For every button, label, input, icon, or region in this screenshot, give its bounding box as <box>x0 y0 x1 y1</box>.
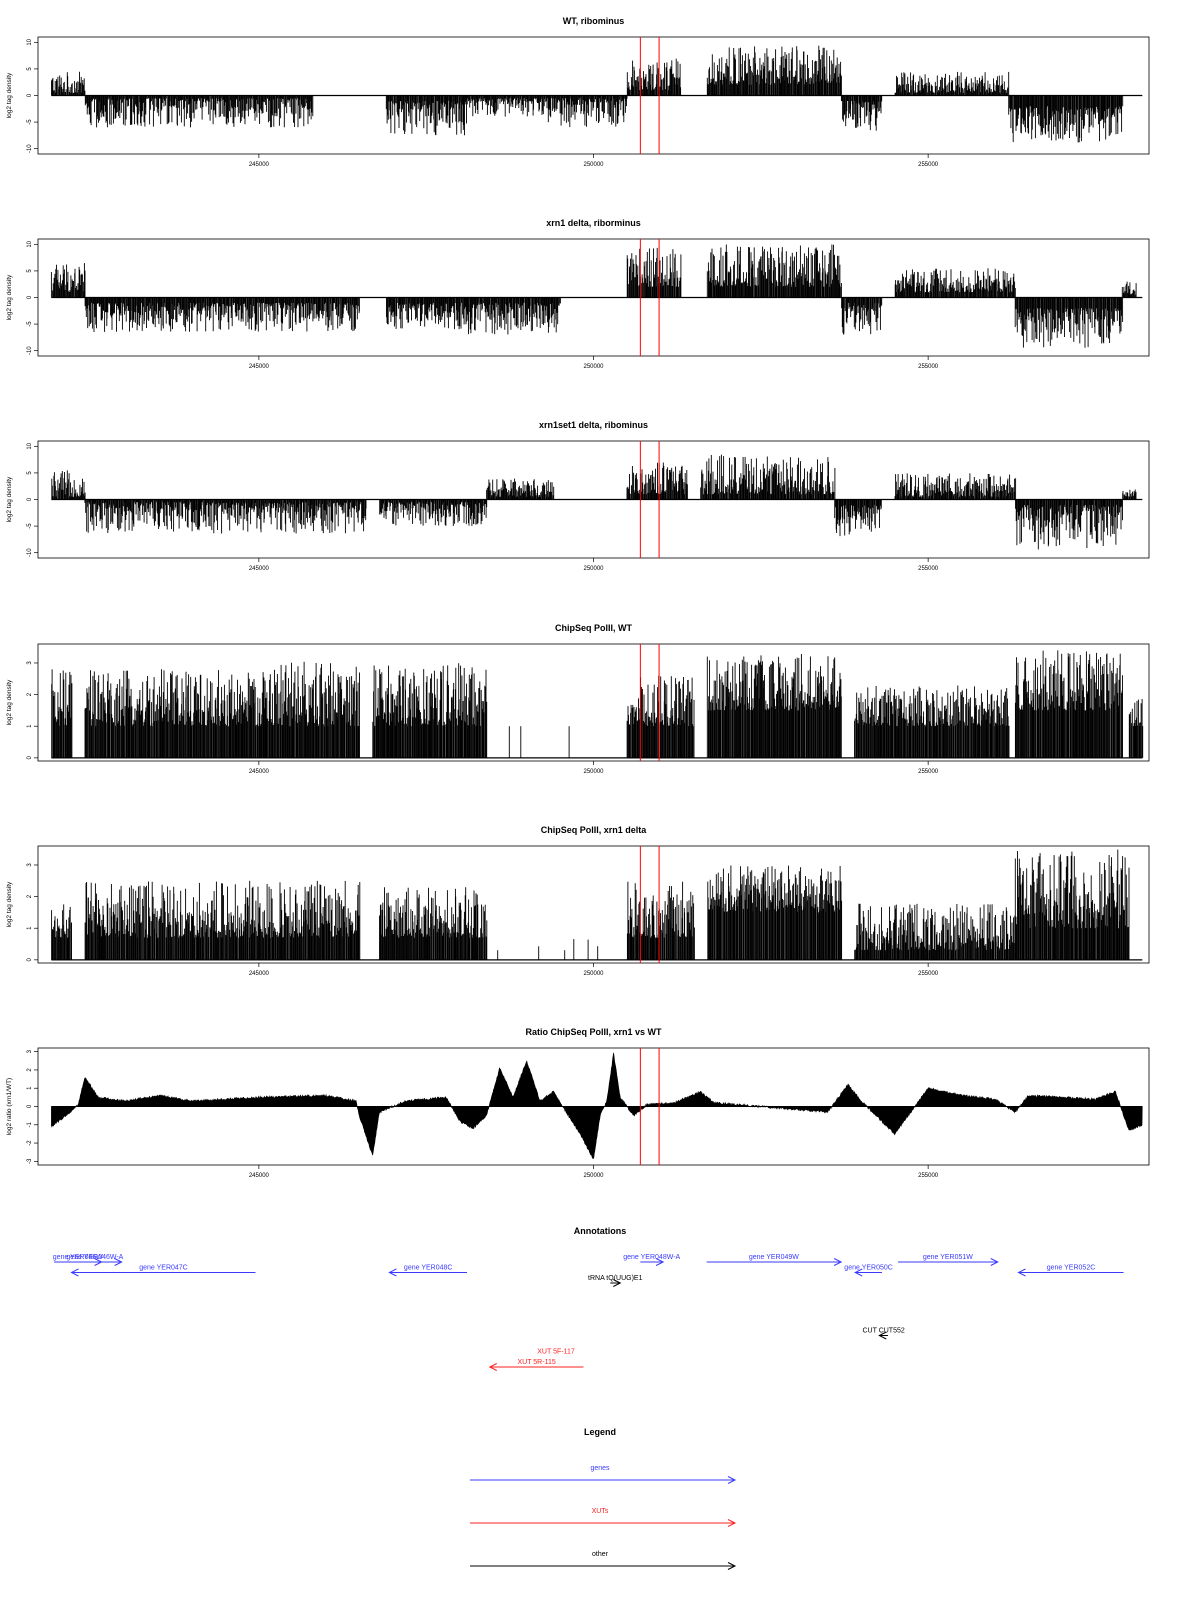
signal-bars <box>52 46 1123 143</box>
y-tick-label: 0 <box>27 756 33 760</box>
x-tick-label: 255000 <box>918 769 939 775</box>
signal-bars <box>52 455 1136 550</box>
y-tick-label: 0 <box>27 295 33 299</box>
y-tick-label: 5 <box>27 471 33 475</box>
x-tick-label: 245000 <box>249 769 270 775</box>
x-tick-label: 255000 <box>918 566 939 572</box>
panel-3: xrn1set1 delta, ribominus -10 -5 0 5 10 log2 t… <box>6 420 1149 572</box>
y-tick-label: 1 <box>27 724 33 728</box>
x-tick-label: 245000 <box>249 364 270 370</box>
y-tick-label: 0 <box>27 93 33 97</box>
y-tick-label: -10 <box>27 346 33 355</box>
y-tick-label: -5 <box>27 523 33 529</box>
x-tick-label: 245000 <box>249 162 270 168</box>
x-tick-label: 250000 <box>583 566 604 572</box>
y-tick-label: 5 <box>27 269 33 273</box>
y-tick-label: 10 <box>27 38 33 45</box>
panel-title: xrn1set1 delta, ribominus <box>539 420 648 430</box>
signal-bars <box>51 245 1136 348</box>
panel-4: ChipSeq PolII, WT 0 1 2 3 log2 tag density 245… <box>6 623 1149 775</box>
panel-title: WT, ribominus <box>563 16 625 26</box>
x-tick-label: 250000 <box>583 162 604 168</box>
panel-title: ChipSeq PolII, WT <box>555 623 632 633</box>
y-tick-label: -10 <box>27 144 33 153</box>
x-tick-label: 245000 <box>249 566 270 572</box>
y-tick-label: -5 <box>27 119 33 125</box>
x-tick-label: 250000 <box>583 364 604 370</box>
y-axis-label: log2 tag density <box>6 679 13 725</box>
y-tick-label: 2 <box>27 692 33 696</box>
signal-bars <box>52 650 1143 757</box>
y-tick-label: -5 <box>27 321 33 327</box>
y-axis-label: log2 tag density <box>6 476 13 522</box>
x-tick-label: 255000 <box>918 364 939 370</box>
y-axis-label: log2 tag density <box>6 274 13 320</box>
panel-title: xrn1 delta, riborminus <box>546 218 641 228</box>
x-tick-label: 255000 <box>918 162 939 168</box>
x-tick-label: 250000 <box>583 769 604 775</box>
y-tick-label: 10 <box>27 240 33 247</box>
panel-2: xrn1 delta, riborminus -10 -5 0 5 10 log2 tag … <box>6 218 1149 370</box>
y-tick-label: 10 <box>27 442 33 449</box>
y-tick-label: 5 <box>27 67 33 71</box>
y-tick-label: 0 <box>27 497 33 501</box>
y-axis-label: log2 tag density <box>6 72 13 118</box>
panel-1: WT, ribominus -10 -5 0 5 10 log2 tag density 24… <box>6 16 1149 168</box>
y-tick-label: 3 <box>27 661 33 665</box>
y-tick-label: -10 <box>27 548 33 557</box>
